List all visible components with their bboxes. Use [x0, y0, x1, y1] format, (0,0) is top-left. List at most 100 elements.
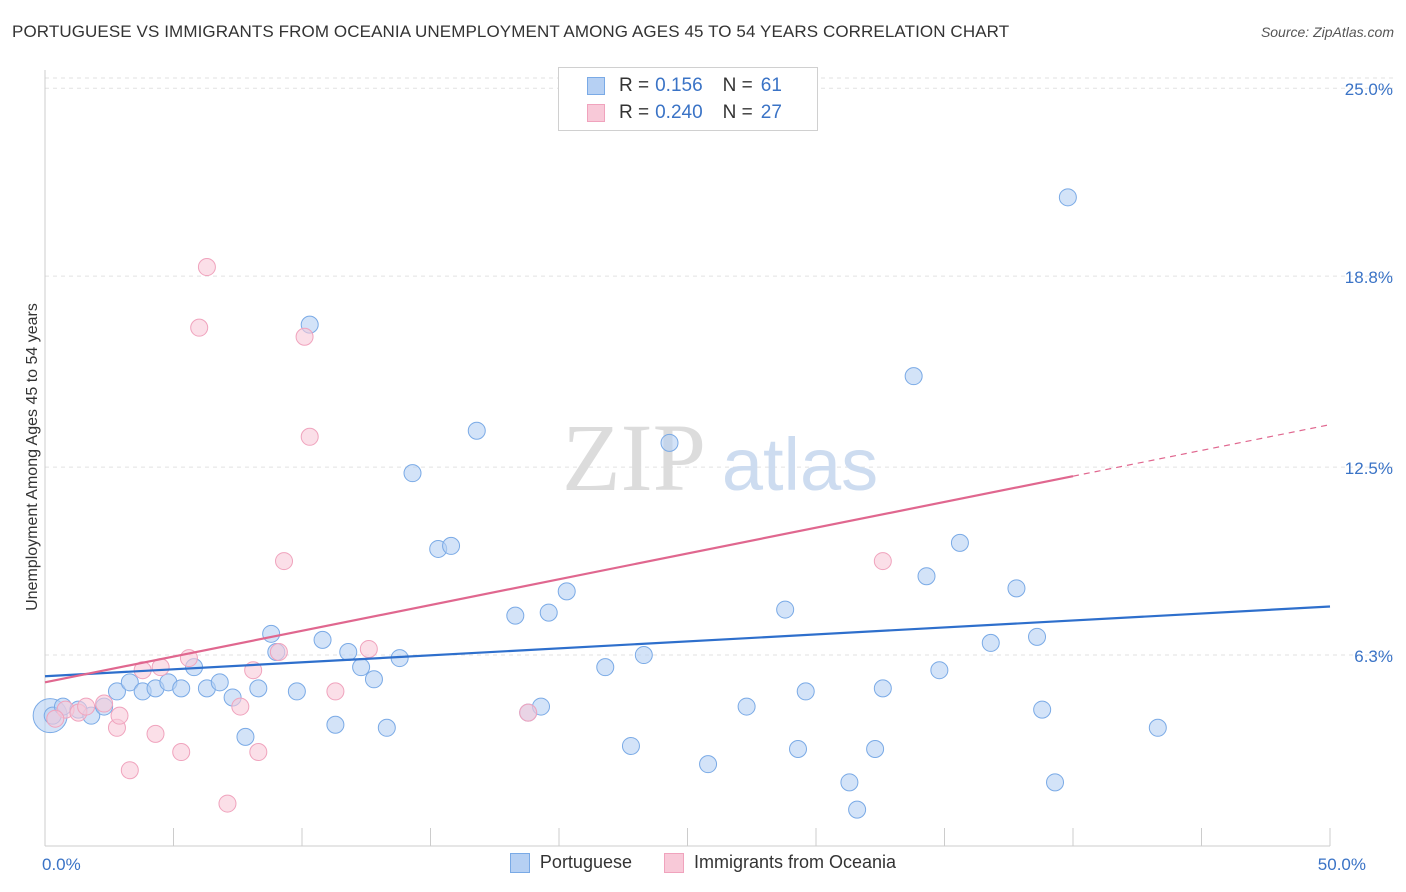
point-oceania	[110, 706, 129, 725]
point-portuguese	[596, 658, 615, 677]
point-portuguese	[120, 673, 139, 692]
data-points	[32, 188, 1167, 819]
legend-row-oceania: R = 0.240 N = 27	[587, 101, 782, 125]
legend-label-portuguese: Portuguese	[539, 852, 632, 872]
watermark-zip: ZIP	[562, 404, 706, 511]
point-portuguese	[634, 646, 653, 665]
point-portuguese	[1007, 579, 1026, 598]
point-portuguese	[699, 755, 718, 774]
gridlines	[45, 77, 1394, 656]
point-portuguese	[557, 582, 576, 601]
legend-n-label: N =	[722, 75, 753, 96]
point-portuguese	[1046, 773, 1065, 792]
point-oceania	[120, 761, 139, 780]
point-portuguese	[930, 661, 949, 680]
legend-n-label: N =	[722, 102, 753, 123]
legend-swatch-oceania	[587, 104, 605, 122]
point-portuguese	[737, 697, 756, 716]
point-oceania	[231, 697, 250, 716]
point-portuguese	[981, 633, 1000, 652]
legend-item-oceania: Immigrants from Oceania	[664, 852, 896, 873]
point-portuguese	[467, 421, 486, 440]
point-oceania	[197, 258, 216, 277]
point-portuguese	[848, 800, 867, 819]
point-oceania	[295, 327, 314, 346]
trend-line-oceania	[44, 475, 1074, 684]
point-portuguese	[917, 567, 936, 586]
point-portuguese	[236, 727, 255, 746]
trend-lines	[44, 424, 1331, 684]
point-portuguese	[107, 682, 126, 701]
point-portuguese	[796, 682, 815, 701]
point-oceania	[275, 552, 294, 571]
point-portuguese	[262, 624, 281, 643]
point-oceania	[359, 639, 378, 658]
trend-line-oceania-extension	[1072, 424, 1331, 477]
y-axis-label: Unemployment Among Ages 45 to 54 years	[24, 303, 41, 611]
point-portuguese	[1028, 627, 1047, 646]
legend-n-value: 61	[760, 75, 782, 96]
legend-label-oceania: Immigrants from Oceania	[694, 852, 897, 872]
point-oceania	[218, 794, 237, 813]
legend-r-label: R =	[619, 102, 650, 123]
axes	[44, 70, 1331, 847]
point-oceania	[269, 643, 288, 661]
y-tick-label: 18.8%	[1345, 268, 1393, 287]
point-portuguese	[172, 679, 191, 698]
legend-swatch-portuguese	[509, 852, 530, 873]
point-portuguese	[904, 367, 923, 386]
point-portuguese	[840, 773, 859, 792]
point-portuguese	[621, 736, 640, 755]
legend-n-value: 27	[760, 102, 782, 123]
point-oceania	[249, 743, 268, 762]
point-portuguese	[866, 740, 885, 758]
point-portuguese	[539, 603, 558, 622]
point-portuguese	[442, 536, 461, 555]
point-oceania	[300, 427, 319, 446]
trend-line-portuguese	[44, 605, 1331, 678]
x-tick-label: 0.0%	[42, 855, 81, 874]
point-portuguese	[339, 643, 358, 661]
point-portuguese	[873, 679, 892, 698]
point-oceania	[519, 703, 538, 722]
y-tick-label: 6.3%	[1354, 647, 1393, 666]
point-oceania	[172, 743, 191, 762]
y-tick-label: 12.5%	[1345, 459, 1393, 478]
stats-legend: R = 0.156 N = 61 R = 0.240 N = 27	[558, 67, 818, 131]
point-portuguese	[210, 673, 229, 692]
point-oceania	[326, 682, 345, 701]
point-portuguese	[364, 670, 383, 689]
point-oceania	[46, 709, 65, 728]
point-oceania	[146, 724, 165, 743]
legend-swatch-portuguese	[587, 77, 605, 95]
point-portuguese	[352, 658, 371, 677]
point-portuguese	[313, 630, 332, 649]
point-portuguese	[1058, 188, 1077, 207]
y-tick-label: 25.0%	[1345, 80, 1393, 99]
point-portuguese	[249, 679, 268, 698]
point-portuguese	[326, 715, 345, 734]
x-tick-label: 50.0%	[1318, 855, 1366, 874]
point-oceania	[95, 694, 114, 713]
legend-item-portuguese: Portuguese	[509, 852, 632, 873]
point-portuguese	[776, 600, 795, 619]
legend-row-portuguese: R = 0.156 N = 61	[587, 74, 782, 98]
point-portuguese	[506, 606, 525, 625]
point-portuguese	[950, 533, 969, 552]
tick-labels: 6.3% 12.5% 18.8% 25.0% 0.0% 50.0%	[42, 80, 1393, 874]
point-oceania	[873, 552, 892, 571]
series-legend: Portuguese Immigrants from Oceania	[0, 852, 1406, 873]
chart-title: PORTUGUESE VS IMMIGRANTS FROM OCEANIA UN…	[12, 22, 1010, 41]
point-portuguese	[287, 682, 306, 701]
point-portuguese	[377, 718, 396, 737]
point-portuguese	[789, 740, 808, 758]
point-oceania	[77, 697, 96, 716]
point-portuguese	[660, 433, 679, 452]
source-credit: Source: ZipAtlas.com	[1260, 24, 1394, 40]
legend-r-value: 0.156	[655, 75, 703, 96]
point-oceania	[190, 318, 209, 337]
legend-r-value: 0.240	[655, 102, 703, 123]
watermark-atlas: atlas	[722, 423, 878, 506]
legend-swatch-oceania	[664, 852, 684, 873]
